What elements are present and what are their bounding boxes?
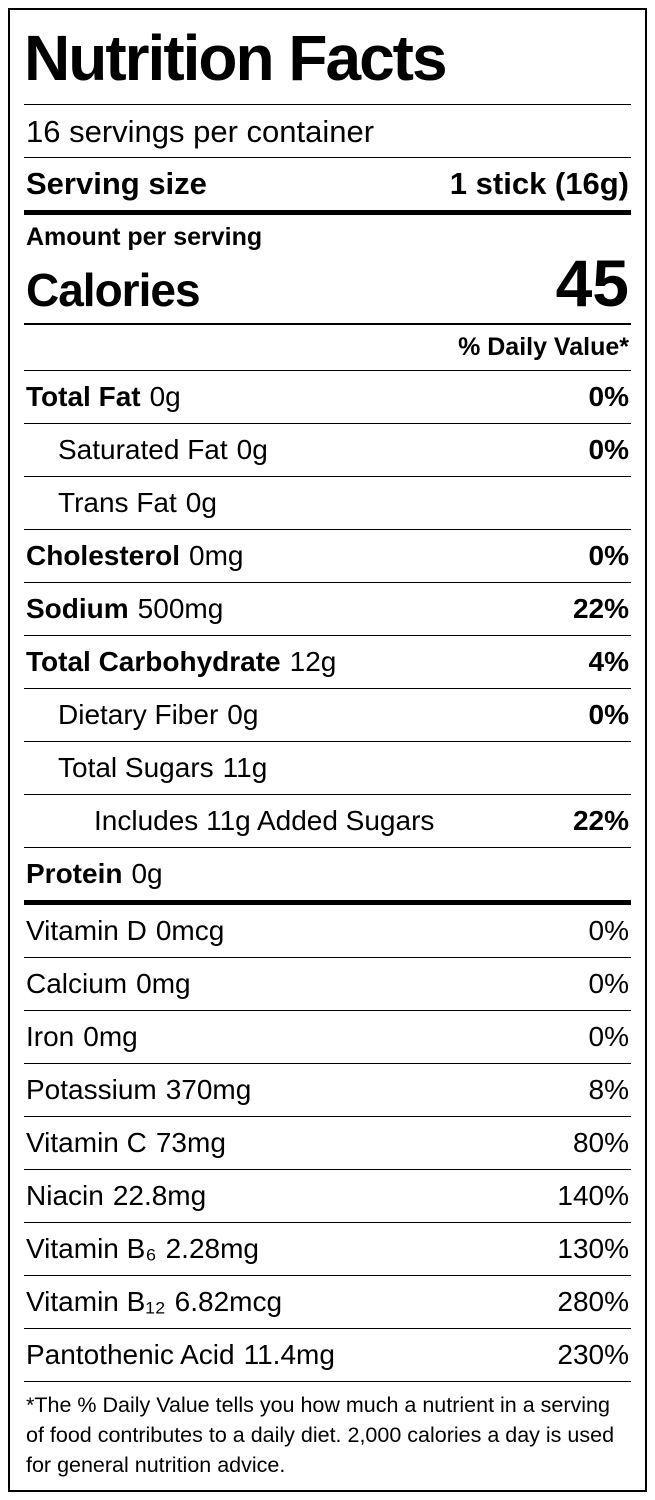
vitamin-row-pantothenic-acid: Pantothenic Acid 11.4mg 230% xyxy=(24,1329,631,1381)
vitamin-row-vitamin-b6: Vitamin B₆ 2.28mg 130% xyxy=(24,1223,631,1276)
daily-value-header: % Daily Value* xyxy=(24,325,631,371)
vitamin-name: Vitamin C xyxy=(26,1126,147,1158)
nutrient-dv: 22% xyxy=(572,592,629,624)
vitamin-name: Niacin xyxy=(26,1179,104,1211)
nutrient-amount: 0g xyxy=(227,698,259,730)
vitamin-dv: 140% xyxy=(557,1179,629,1211)
vitamin-dv: 130% xyxy=(557,1232,629,1264)
nutrient-name: Sodium xyxy=(26,592,129,624)
divider-thick-vitamins xyxy=(24,899,631,905)
amount-per-serving-label: Amount per serving xyxy=(26,222,263,251)
servings-per-container: 16 servings per container xyxy=(24,105,631,158)
nutrient-amount: 0g xyxy=(131,857,163,889)
vitamin-row-iron: Iron 0mg 0% xyxy=(24,1011,631,1064)
nutrient-name: Total Fat xyxy=(26,380,141,412)
nutrient-amount: 0g xyxy=(149,380,181,412)
vitamin-name: Potassium xyxy=(26,1073,157,1105)
vitamin-row-niacin: Niacin 22.8mg 140% xyxy=(24,1170,631,1223)
nutrient-amount: 11g xyxy=(222,751,268,783)
nutrient-dv: 22% xyxy=(572,804,629,836)
vitamin-dv: 80% xyxy=(572,1126,629,1158)
nutrient-row-total-sugars: Total Sugars 11g xyxy=(24,742,631,795)
vitamin-name: Vitamin B₆ xyxy=(26,1232,157,1264)
nutrient-name: Dietary Fiber xyxy=(58,698,219,730)
vitamin-amount: 2.28mg xyxy=(165,1232,260,1264)
vitamin-dv: 230% xyxy=(557,1338,629,1370)
nutrient-name: Total Sugars xyxy=(58,751,214,783)
nutrient-row-protein: Protein 0g xyxy=(24,848,631,900)
nutrition-facts-label: Nutrition Facts 16 servings per containe… xyxy=(8,8,647,1492)
vitamin-dv: 0% xyxy=(588,914,629,946)
nutrient-dv: 0% xyxy=(588,380,629,412)
nutrient-name: Trans Fat xyxy=(58,486,177,518)
nutrient-row-dietary-fiber: Dietary Fiber 0g 0% xyxy=(24,689,631,742)
serving-size-row: Serving size 1 stick (16g) xyxy=(24,158,631,210)
vitamin-name: Pantothenic Acid xyxy=(26,1338,235,1370)
serving-size-label: Serving size xyxy=(26,165,207,201)
nutrient-row-cholesterol: Cholesterol 0mg 0% xyxy=(24,530,631,583)
calories-row: Calories 45 xyxy=(24,245,631,323)
vitamin-name: Vitamin D xyxy=(26,914,147,946)
vitamin-row-potassium: Potassium 370mg 8% xyxy=(24,1064,631,1117)
nutrient-name: Saturated Fat xyxy=(58,433,228,465)
nutrient-amount: 0g xyxy=(236,433,268,465)
nutrient-dv: 0% xyxy=(588,698,629,730)
nutrient-name: Protein xyxy=(26,857,123,889)
vitamin-row-vitamin-c: Vitamin C 73mg 80% xyxy=(24,1117,631,1170)
vitamin-name: Iron xyxy=(26,1020,75,1052)
divider-footnote xyxy=(24,1380,631,1382)
nutrient-name: Includes 11g Added Sugars xyxy=(94,804,435,836)
divider-medium-calories xyxy=(24,322,631,325)
nutrient-dv: 4% xyxy=(588,645,629,677)
nutrient-row-total-fat: Total Fat 0g 0% xyxy=(24,371,631,424)
vitamin-dv: 8% xyxy=(588,1073,629,1105)
vitamin-amount: 73mg xyxy=(155,1126,226,1158)
nutrients-section: Total Fat 0g 0% Saturated Fat 0g 0% Tran… xyxy=(24,371,631,900)
label-title: Nutrition Facts xyxy=(24,16,631,105)
vitamin-row-vitamin-d: Vitamin D 0mcg 0% xyxy=(24,905,631,958)
calories-label: Calories xyxy=(26,263,201,316)
vitamin-name: Vitamin B₁₂ xyxy=(26,1285,166,1317)
vitamin-dv: 0% xyxy=(588,967,629,999)
calories-value: 45 xyxy=(555,245,629,320)
vitamin-amount: 0mg xyxy=(83,1020,138,1052)
nutrient-name: Cholesterol xyxy=(26,539,181,571)
nutrient-row-saturated-fat: Saturated Fat 0g 0% xyxy=(24,424,631,477)
nutrient-amount: 12g xyxy=(289,645,337,677)
vitamin-row-vitamin-b12: Vitamin B₁₂ 6.82mcg 280% xyxy=(24,1276,631,1329)
nutrient-row-added-sugars: Includes 11g Added Sugars 22% xyxy=(24,795,631,848)
vitamin-name: Calcium xyxy=(26,967,128,999)
daily-value-footnote: *The % Daily Value tells you how much a … xyxy=(26,1392,615,1477)
nutrient-amount: 500mg xyxy=(137,592,224,624)
nutrient-row-total-carbohydrate: Total Carbohydrate 12g 4% xyxy=(24,636,631,689)
nutrient-row-sodium: Sodium 500mg 22% xyxy=(24,583,631,636)
nutrient-amount: 0g xyxy=(185,486,217,518)
nutrient-dv: 0% xyxy=(588,539,629,571)
vitamin-amount: 11.4mg xyxy=(243,1338,335,1370)
vitamins-section: Vitamin D 0mcg 0% Calcium 0mg 0% Iron 0m… xyxy=(24,905,631,1381)
vitamin-amount: 0mg xyxy=(136,967,191,999)
serving-size-value: 1 stick (16g) xyxy=(449,165,629,201)
vitamin-amount: 22.8mg xyxy=(112,1179,207,1211)
nutrient-name: Total Carbohydrate xyxy=(26,645,281,677)
vitamin-amount: 6.82mcg xyxy=(174,1285,283,1317)
vitamin-dv: 0% xyxy=(588,1020,629,1052)
nutrient-row-trans-fat: Trans Fat 0g xyxy=(24,477,631,530)
vitamin-dv: 280% xyxy=(557,1285,629,1317)
nutrient-dv: 0% xyxy=(588,433,629,465)
vitamin-amount: 370mg xyxy=(165,1073,252,1105)
vitamin-amount: 0mcg xyxy=(155,914,225,946)
vitamin-row-calcium: Calcium 0mg 0% xyxy=(24,958,631,1011)
divider-thick-top xyxy=(24,209,631,215)
nutrient-amount: 0mg xyxy=(189,539,244,571)
